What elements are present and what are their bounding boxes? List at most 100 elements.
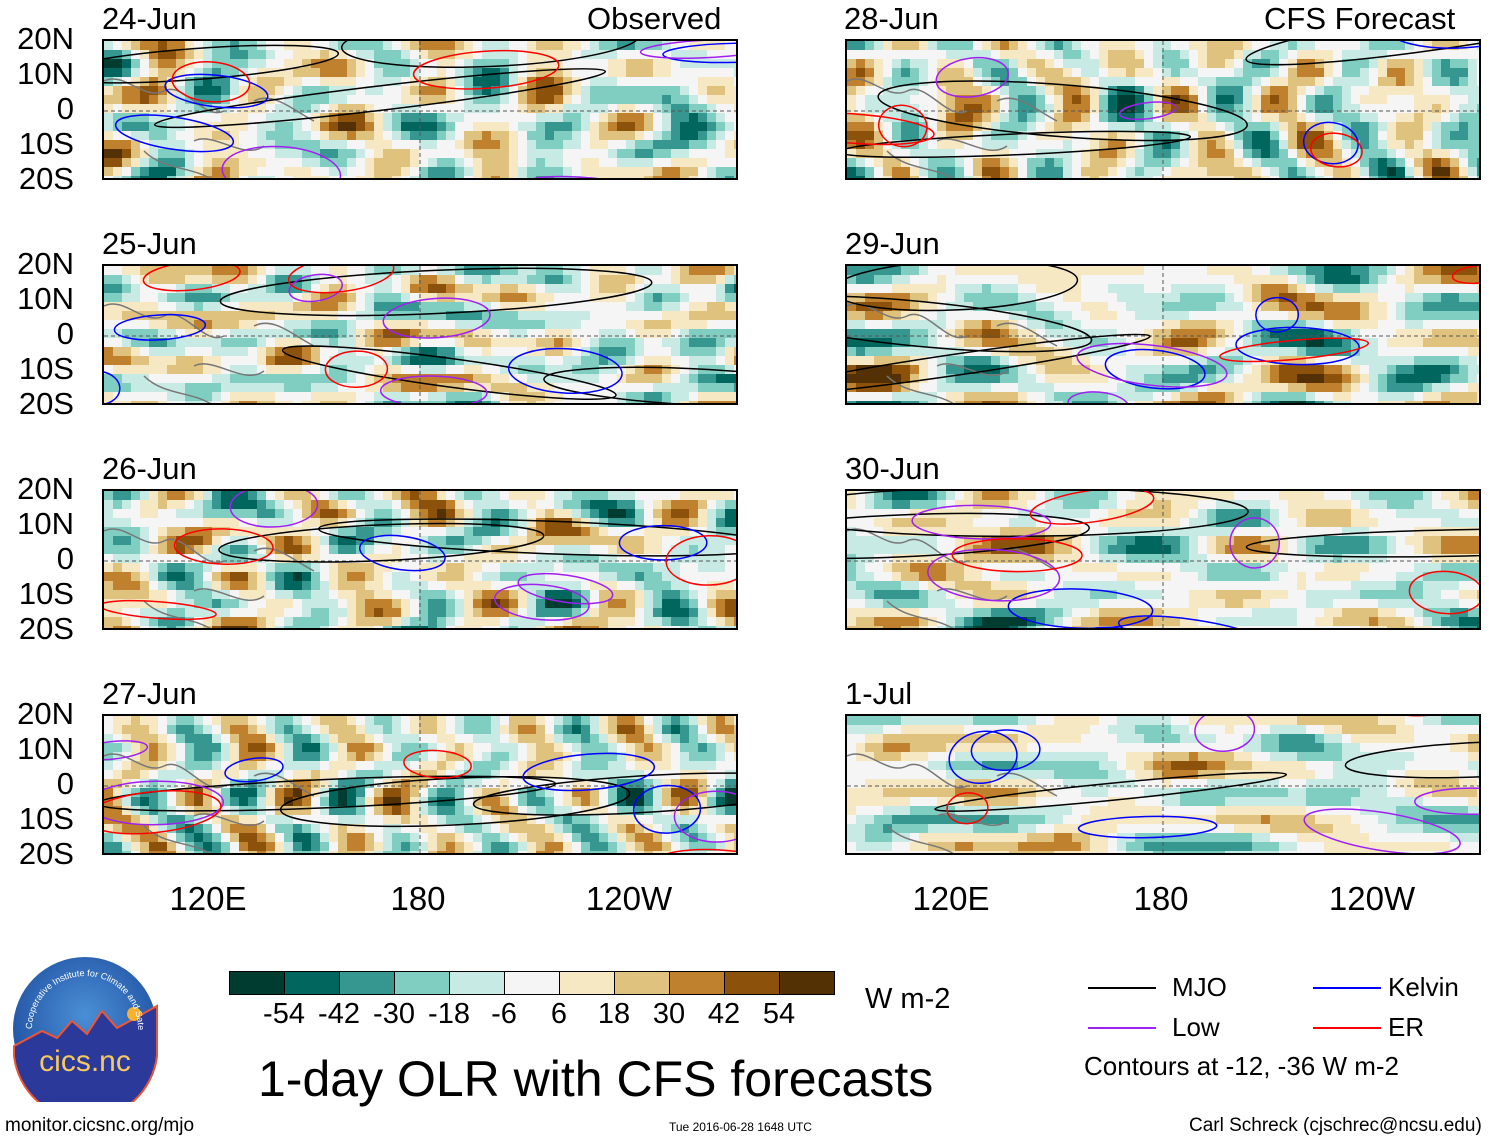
olr-cell — [536, 266, 546, 276]
olr-cell — [1144, 41, 1154, 51]
olr-cell — [419, 365, 429, 375]
olr-cell — [671, 365, 681, 375]
olr-cell — [320, 140, 330, 150]
olr-cell — [653, 68, 663, 78]
olr-cell — [1369, 68, 1379, 78]
olr-cell — [176, 617, 186, 627]
olr-cell — [365, 842, 375, 852]
olr-cell — [1063, 68, 1073, 78]
olr-cell — [176, 41, 186, 51]
olr-cell — [113, 500, 123, 510]
olr-cell — [248, 167, 258, 177]
olr-cell — [1261, 68, 1271, 78]
olr-cell — [266, 293, 276, 303]
olr-cell — [311, 401, 321, 403]
olr-cell — [536, 743, 546, 753]
olr-cell — [464, 329, 474, 339]
olr-cell — [419, 716, 429, 726]
olr-cell — [734, 68, 736, 78]
olr-cell — [608, 572, 618, 582]
olr-cell — [113, 104, 123, 114]
olr-cell — [536, 338, 546, 348]
olr-cell — [356, 500, 366, 510]
olr-cell — [329, 824, 339, 834]
olr-cell — [311, 608, 321, 618]
olr-cell — [482, 842, 492, 852]
olr-cell — [599, 275, 609, 285]
olr-cell — [302, 851, 312, 853]
olr-cell — [635, 347, 645, 357]
olr-cell — [293, 365, 303, 375]
olr-cell — [500, 338, 510, 348]
olr-cell — [329, 383, 339, 393]
olr-cell — [257, 581, 267, 591]
olr-cell — [185, 41, 195, 51]
olr-cell — [473, 329, 483, 339]
olr-cell — [671, 527, 681, 537]
olr-cell — [266, 815, 276, 825]
olr-cell — [149, 527, 159, 537]
olr-cell — [680, 401, 690, 403]
olr-cell — [608, 545, 618, 555]
olr-cell — [455, 734, 465, 744]
olr-cell — [374, 293, 384, 303]
olr-cell — [122, 77, 132, 87]
olr-cell — [365, 608, 375, 618]
olr-cell — [518, 581, 528, 591]
olr-cell — [716, 104, 726, 114]
olr-cell — [401, 356, 411, 366]
olr-cell — [473, 311, 483, 321]
olr-cell — [248, 365, 258, 375]
olr-cell — [725, 275, 735, 285]
olr-cell — [725, 572, 735, 582]
olr-cell — [707, 95, 717, 105]
olr-cell — [518, 392, 528, 402]
olr-cell — [1441, 41, 1451, 51]
olr-cell — [1306, 50, 1316, 60]
olr-cell — [590, 176, 600, 178]
olr-cell — [1027, 50, 1037, 60]
olr-cell — [464, 176, 474, 178]
olr-cell — [617, 140, 627, 150]
olr-cell — [329, 833, 339, 843]
olr-cell — [554, 590, 564, 600]
olr-cell — [500, 572, 510, 582]
olr-cell — [536, 113, 546, 123]
olr-cell — [653, 293, 663, 303]
olr-cell — [185, 68, 195, 78]
olr-cell — [185, 77, 195, 87]
olr-cell — [122, 140, 132, 150]
olr-cell — [671, 563, 681, 573]
olr-cell — [257, 311, 267, 321]
olr-cell — [257, 293, 267, 303]
olr-cell — [509, 383, 519, 393]
olr-cell — [581, 95, 591, 105]
olr-cell — [428, 608, 438, 618]
olr-cell — [644, 509, 654, 519]
olr-cell — [302, 374, 312, 384]
olr-cell — [473, 509, 483, 519]
olr-cell — [302, 95, 312, 105]
olr-cell — [266, 266, 276, 276]
olr-cell — [437, 842, 447, 852]
olr-cell — [149, 401, 159, 403]
olr-cell — [698, 392, 708, 402]
olr-cell — [1036, 68, 1046, 78]
olr-cell — [518, 131, 528, 141]
olr-cell — [167, 788, 177, 798]
olr-cell — [428, 788, 438, 798]
olr-cell — [410, 104, 420, 114]
olr-cell — [446, 752, 456, 762]
panel-date: 26-Jun — [102, 451, 197, 486]
olr-cell — [311, 50, 321, 60]
olr-cell — [617, 122, 627, 132]
olr-cell — [383, 590, 393, 600]
olr-cell — [320, 626, 330, 628]
olr-cell — [401, 509, 411, 519]
olr-cell — [356, 68, 366, 78]
olr-cell — [212, 68, 222, 78]
olr-cell — [1198, 41, 1208, 51]
olr-cell — [725, 824, 735, 834]
olr-cell — [662, 752, 672, 762]
olr-cell — [113, 122, 123, 132]
